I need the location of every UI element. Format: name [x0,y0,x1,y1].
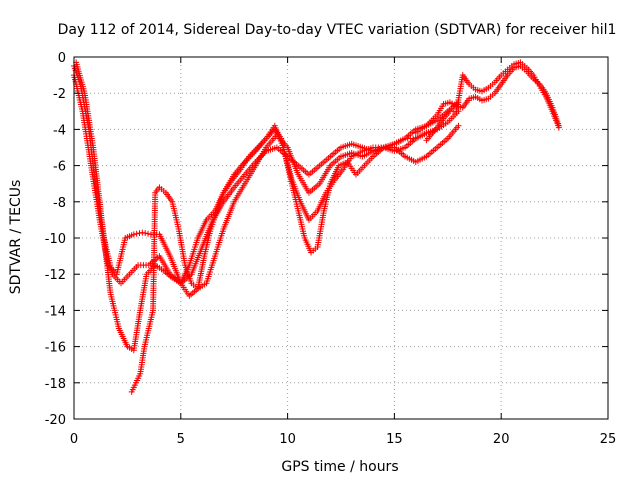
y-tick-label: -6 [53,160,66,175]
x-axis-label: GPS time / hours [281,459,398,475]
y-tick-label: 0 [58,51,66,66]
x-tick-label: 20 [493,432,510,447]
y-tick-label: -20 [45,413,66,428]
y-tick-label: -10 [45,232,66,247]
chart-title: Day 112 of 2014, Sidereal Day-to-day VTE… [58,22,617,38]
x-tick-label: 10 [279,432,296,447]
y-tick-label: -16 [45,341,66,356]
data-point-trace [136,230,143,237]
x-tick-label: 5 [177,432,185,447]
x-tick-label: 15 [386,432,403,447]
data-points [71,59,562,395]
data-point [555,124,562,131]
data-point-trace [145,230,152,237]
data-point [130,231,137,238]
y-tick-label: -12 [45,268,66,283]
y-tick-label: -18 [45,377,66,392]
data-point-trace [142,230,149,237]
x-tick-label: 25 [600,432,617,447]
y-tick-label: -2 [53,87,66,102]
x-tick-label: 0 [70,432,78,447]
y-tick-label: -4 [53,123,66,138]
data-point-trace [133,230,140,237]
y-tick-label: -14 [45,304,66,319]
axis-ticks: 0 5 10 15 20 25 0 -2 -4 -6 -8 -10 -12 -14 -16 -18 -20 [45,51,617,447]
data-point [455,122,462,129]
data-point [139,229,146,236]
y-tick-label: -8 [53,196,66,211]
y-axis-label: SDTVAR / TECUs [8,180,24,295]
